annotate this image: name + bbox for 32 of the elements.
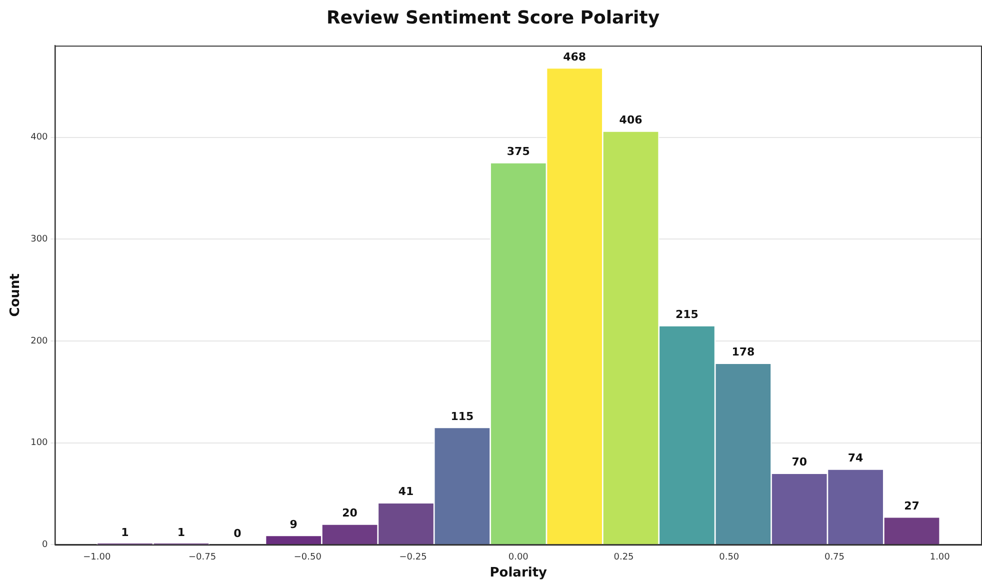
data-label: 1 [177,526,186,539]
x-tick-label: 0.00 [508,552,529,562]
data-label: 9 [290,518,298,531]
y-tick-label: 200 [30,336,48,346]
data-label: 70 [792,456,808,469]
data-label: 20 [342,506,358,520]
data-label: 74 [848,452,864,465]
data-label: 0 [234,526,242,540]
data-label: 406 [619,114,643,126]
y-tick-label: 400 [30,132,48,143]
data-label: 375 [506,145,530,158]
y-tick-label: 300 [30,234,48,244]
data-label: 468 [563,50,586,64]
x-tick-label: 0.50 [719,552,740,562]
data-label: 115 [450,410,474,423]
data-label: 41 [398,485,414,498]
x-tick-label: 0.75 [824,552,845,562]
data-label: 1 [121,526,129,539]
data-label: 27 [904,499,920,512]
x-tick-label: −0.25 [399,552,427,562]
y-tick-label: 0 [42,540,48,550]
y-axis-title: Count [8,274,24,317]
x-tick-label: 1.00 [930,552,950,562]
x-tick-label: 0.25 [614,552,634,562]
x-axis-title: Polarity [490,566,548,581]
x-tick-label: −0.75 [188,552,216,562]
x-tick-label: −1.00 [83,552,111,562]
data-label: 178 [732,346,755,359]
x-tick-label: −0.50 [294,552,322,562]
data-label: 215 [675,308,698,322]
chart-title: Review Sentiment Score Polarity [326,7,660,28]
y-tick-label: 100 [30,438,48,448]
